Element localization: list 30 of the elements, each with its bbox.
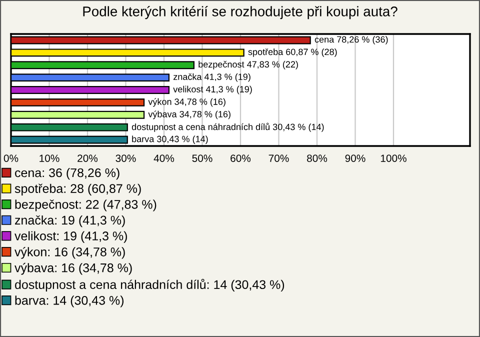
legend-label: velikost: 19 (41,3 %) xyxy=(14,231,127,243)
legend-label: barva: 14 (30,43 %) xyxy=(15,296,124,308)
x-tick-label: 90% xyxy=(345,154,366,162)
x-tick-label: 50% xyxy=(192,154,212,162)
x-tick-label: 0% xyxy=(4,154,18,162)
x-tick-label: 30% xyxy=(116,154,136,162)
data-label: cena 78,26 % (36) xyxy=(314,36,388,44)
x-tick-label: 70% xyxy=(268,154,289,162)
data-label: spotřeba 60,87 % (28) xyxy=(248,48,337,57)
legend-label: dostupnost a cena náhradních dílů: 14 (30,43 %) xyxy=(15,278,284,292)
data-label: dostupnost a cena náhradních dílů 30,43 % (14) xyxy=(132,122,324,132)
x-tick-label: 100% xyxy=(380,154,406,162)
data-label: velikost 41,3 % (19) xyxy=(173,86,252,94)
x-tick-label: 60% xyxy=(230,154,251,162)
x-tick-label: 40% xyxy=(154,154,174,162)
legend-label: výkon: 16 (34,78 %) xyxy=(14,247,125,259)
legend-label: spotřeba: 28 (60,87 %) xyxy=(14,184,141,196)
legend-label: cena: 36 (78,26 %) xyxy=(15,168,120,180)
data-label: výbava 34,78 % (16) xyxy=(148,110,230,120)
legend-label: značka: 19 (41,3 %) xyxy=(15,215,125,228)
data-label: barva 30,43 % (14) xyxy=(132,136,208,144)
chart-title: Podle kterých kritérií se rozhodujete při koupi auta? xyxy=(83,6,398,20)
data-label: značka 41,3 % (19) xyxy=(174,73,250,82)
legend-label: bezpečnost: 22 (47,83 %) xyxy=(15,200,156,212)
data-label: bezpečnost 47,83 % (22) xyxy=(198,60,298,70)
data-label: výkon 34,78 % (16) xyxy=(148,98,226,107)
x-tick-label: 20% xyxy=(78,154,98,162)
x-tick-label: 10% xyxy=(40,154,60,162)
x-tick-label: 80% xyxy=(307,154,328,162)
legend-label: výbava: 16 (34,78 %) xyxy=(14,262,132,275)
